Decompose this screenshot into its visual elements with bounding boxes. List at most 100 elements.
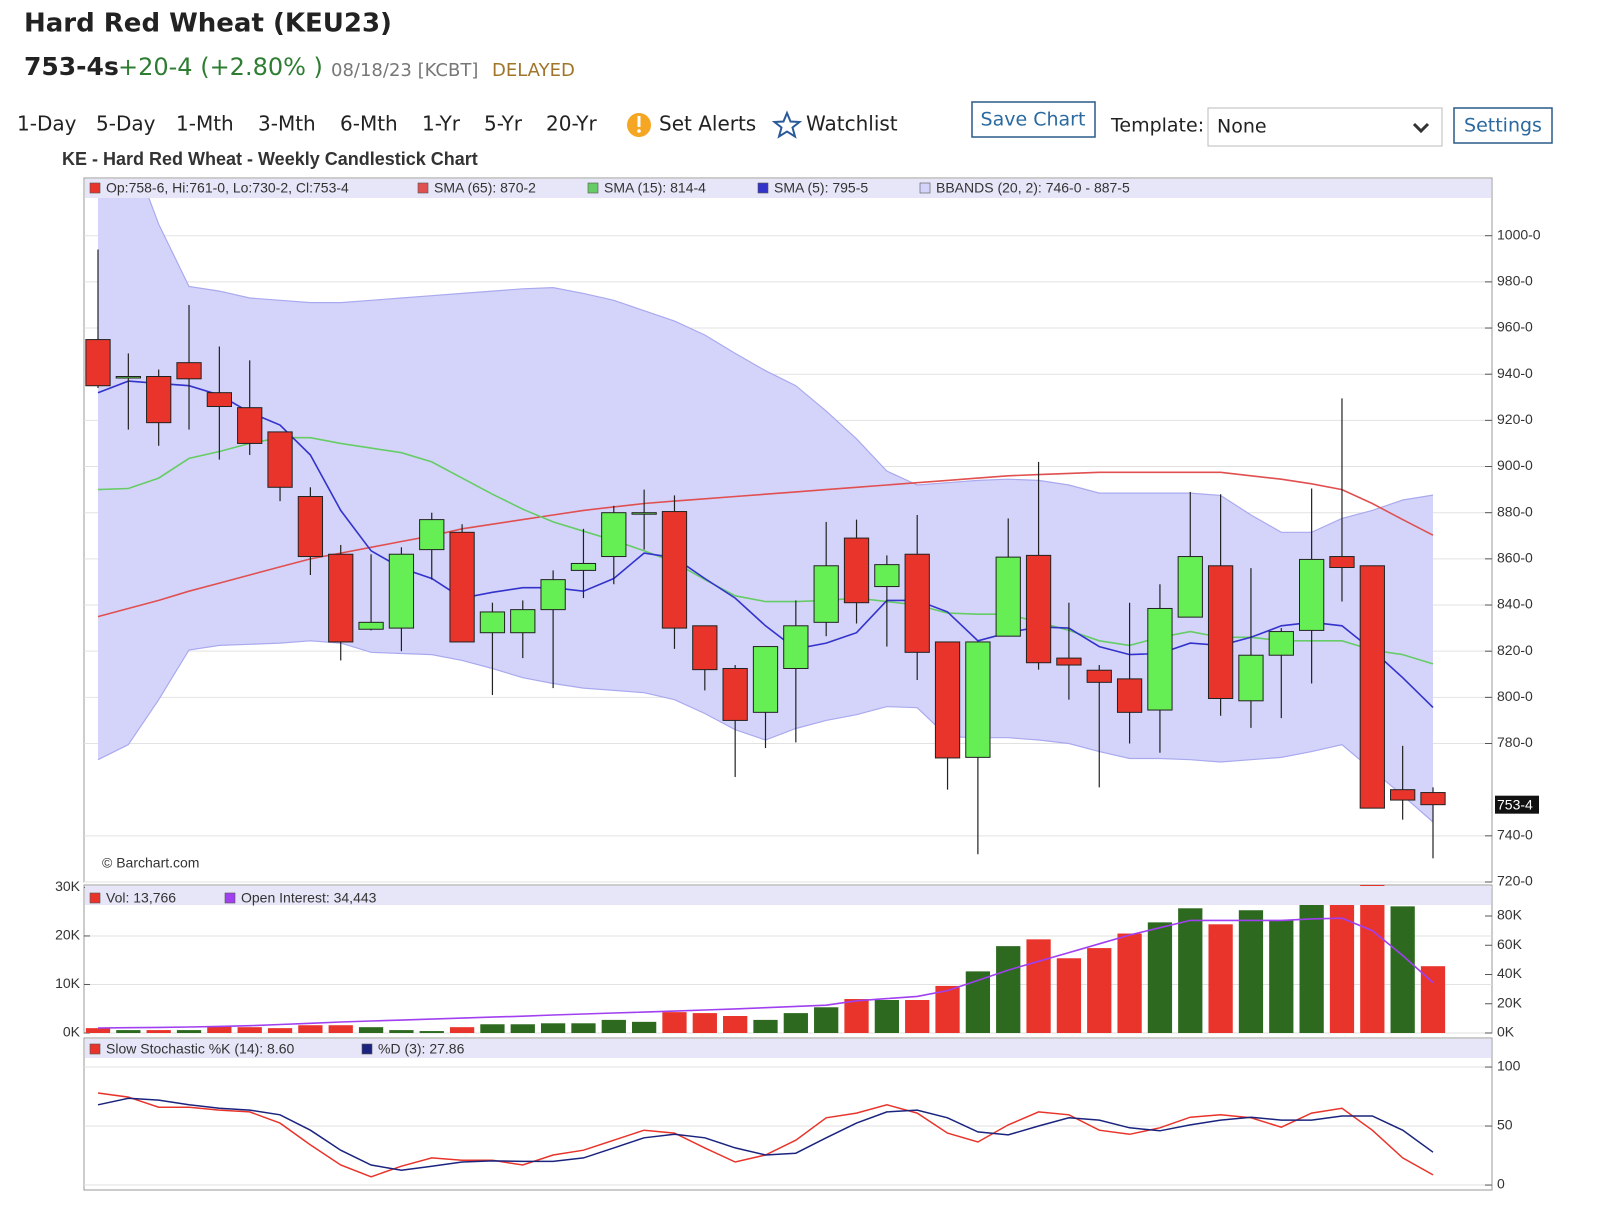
candle-body bbox=[1147, 607, 1173, 711]
y-tick-label: 800-0 bbox=[1497, 688, 1533, 704]
volume-bar bbox=[783, 1013, 808, 1033]
volume-bar bbox=[905, 1000, 930, 1033]
price-change: +20-4 (+2.80% ) bbox=[118, 53, 323, 81]
candle-body bbox=[328, 553, 354, 643]
y-tick-label: 1000-0 bbox=[1497, 226, 1541, 242]
last-price-tag bbox=[1495, 795, 1539, 814]
candle-body bbox=[1207, 565, 1234, 699]
bollinger-upper bbox=[147, 197, 1434, 533]
candle-body bbox=[267, 431, 293, 488]
period-tab[interactable]: 6-Mth bbox=[340, 112, 398, 136]
legend-swatch bbox=[89, 182, 101, 194]
candle-body bbox=[449, 531, 475, 643]
period-tab[interactable]: 1-Yr bbox=[422, 112, 461, 136]
volume-bar bbox=[449, 1027, 475, 1033]
quote-date: 08/18/23 [KCBT] bbox=[331, 60, 478, 81]
legend-band bbox=[85, 179, 1491, 198]
plot-area bbox=[85, 885, 1446, 1033]
save-chart-button[interactable]: Save Chart bbox=[971, 101, 1096, 138]
volume-bar bbox=[1026, 939, 1051, 1033]
period-tab[interactable]: 1-Day bbox=[17, 112, 77, 136]
template-value[interactable]: None bbox=[1217, 116, 1267, 138]
y-tick-label: 980-0 bbox=[1497, 273, 1533, 289]
y-tick-label: 840-0 bbox=[1497, 596, 1533, 612]
y-tick-label: 780-0 bbox=[1497, 734, 1533, 750]
template-label: Template: bbox=[1110, 115, 1204, 137]
candle-body bbox=[1390, 789, 1416, 801]
y-tick-label: 860-0 bbox=[1497, 550, 1533, 566]
alerts-label[interactable]: Set Alerts bbox=[659, 112, 756, 136]
candle-body bbox=[965, 641, 991, 758]
period-tab[interactable]: 1-Mth bbox=[176, 112, 234, 136]
watchlist-label[interactable]: Watchlist bbox=[806, 112, 898, 136]
y-tick-label: 0K bbox=[1497, 1024, 1515, 1040]
volume-bar bbox=[419, 1031, 444, 1033]
candle-body bbox=[601, 512, 627, 558]
y-tick-label: 60K bbox=[1497, 936, 1523, 952]
candle-body bbox=[237, 407, 263, 444]
legend-band bbox=[85, 886, 1491, 905]
volume-bar bbox=[965, 971, 991, 1033]
select-chevron bbox=[1412, 122, 1430, 134]
candle-body bbox=[934, 641, 961, 759]
y-tick-label: 820-0 bbox=[1497, 642, 1533, 658]
legend-swatch bbox=[417, 182, 429, 194]
y-tick-label: 100 bbox=[1497, 1058, 1521, 1074]
candle-body bbox=[510, 609, 536, 634]
legend-label: BBANDS (20, 2): 746-0 - 887-5 bbox=[936, 180, 1130, 196]
volume-bar bbox=[1238, 910, 1264, 1033]
candle-body bbox=[479, 611, 506, 634]
volume-bar bbox=[632, 1021, 657, 1033]
legend-label: SMA (15): 814-4 bbox=[604, 180, 706, 196]
candle-body bbox=[570, 562, 597, 571]
candle-body bbox=[297, 496, 324, 558]
legend-swatch bbox=[224, 892, 236, 904]
set-alerts-button[interactable]: Set Alerts bbox=[627, 112, 756, 138]
period-tab[interactable]: 5-Yr bbox=[484, 112, 523, 136]
settings-button[interactable]: Settings bbox=[1453, 107, 1553, 144]
y-tick-label: 50 bbox=[1497, 1117, 1513, 1133]
candle-body bbox=[1420, 792, 1446, 806]
volume-bar bbox=[1117, 933, 1142, 1033]
alert-icon-dot bbox=[637, 129, 641, 133]
y-tick-label: 720-0 bbox=[1497, 873, 1533, 889]
y-tick-label: 30K bbox=[55, 878, 81, 894]
candle-body bbox=[995, 556, 1021, 637]
candle-body bbox=[843, 537, 870, 604]
delayed-status: DELAYED bbox=[492, 60, 575, 81]
candle-body bbox=[1299, 558, 1325, 631]
volume-bar bbox=[298, 1025, 323, 1033]
candle-body bbox=[1268, 631, 1294, 656]
legend-swatch bbox=[361, 1043, 373, 1055]
period-tab[interactable]: 5-Day bbox=[96, 112, 156, 136]
save-chart-label[interactable]: Save Chart bbox=[981, 109, 1086, 131]
candle-body bbox=[206, 392, 233, 408]
legend-swatch bbox=[919, 182, 931, 194]
volume-bar bbox=[389, 1030, 414, 1033]
volume-bar bbox=[1360, 885, 1385, 1033]
volume-bar bbox=[237, 1027, 262, 1033]
alert-icon-bar bbox=[637, 116, 641, 127]
volume-bar bbox=[1420, 966, 1446, 1033]
volume-bar bbox=[207, 1026, 232, 1033]
volume-bar bbox=[601, 1019, 626, 1033]
y-tick-label: 20K bbox=[1497, 994, 1523, 1010]
period-tab[interactable]: 20-Yr bbox=[546, 112, 598, 136]
legend-label: Open Interest: 34,443 bbox=[241, 890, 377, 906]
watchlist-button[interactable]: Watchlist bbox=[771, 110, 898, 139]
candle-body bbox=[692, 625, 718, 671]
volume-bar bbox=[1329, 889, 1355, 1033]
period-tab[interactable]: 3-Mth bbox=[258, 112, 316, 136]
candle-body bbox=[661, 511, 688, 629]
volume-bar bbox=[480, 1024, 505, 1033]
plot-area bbox=[85, 197, 1446, 859]
candle-body bbox=[631, 512, 657, 515]
template-select[interactable]: None bbox=[1207, 107, 1443, 147]
volume-bar bbox=[1208, 924, 1233, 1033]
candle-body bbox=[874, 564, 900, 588]
volume-bar bbox=[85, 1028, 111, 1033]
plot-area bbox=[97, 1092, 1434, 1178]
y-tick-label: 920-0 bbox=[1497, 411, 1533, 427]
volume-bar bbox=[874, 1000, 899, 1033]
settings-label[interactable]: Settings bbox=[1464, 115, 1542, 137]
